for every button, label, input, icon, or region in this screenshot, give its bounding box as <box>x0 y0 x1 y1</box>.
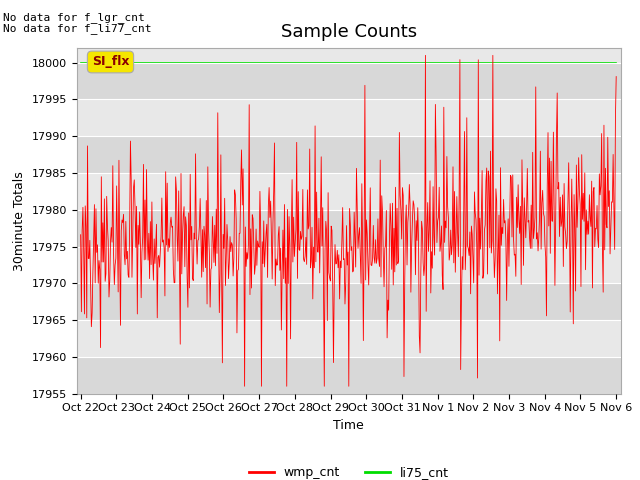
Legend: wmp_cnt, li75_cnt: wmp_cnt, li75_cnt <box>244 461 454 480</box>
Bar <box>77 173 621 210</box>
Bar <box>77 247 621 283</box>
Bar <box>77 63 621 99</box>
Bar <box>77 283 621 320</box>
Bar <box>77 136 621 173</box>
Y-axis label: 30minute Totals: 30minute Totals <box>13 171 26 271</box>
Bar <box>77 320 621 357</box>
X-axis label: Time: Time <box>333 419 364 432</box>
Text: No data for f_li77_cnt: No data for f_li77_cnt <box>3 23 152 34</box>
Text: SI_flx: SI_flx <box>92 56 129 69</box>
Title: Sample Counts: Sample Counts <box>281 23 417 41</box>
Bar <box>77 99 621 136</box>
Bar <box>77 210 621 247</box>
Bar <box>77 357 621 394</box>
Text: No data for f_lgr_cnt: No data for f_lgr_cnt <box>3 12 145 23</box>
